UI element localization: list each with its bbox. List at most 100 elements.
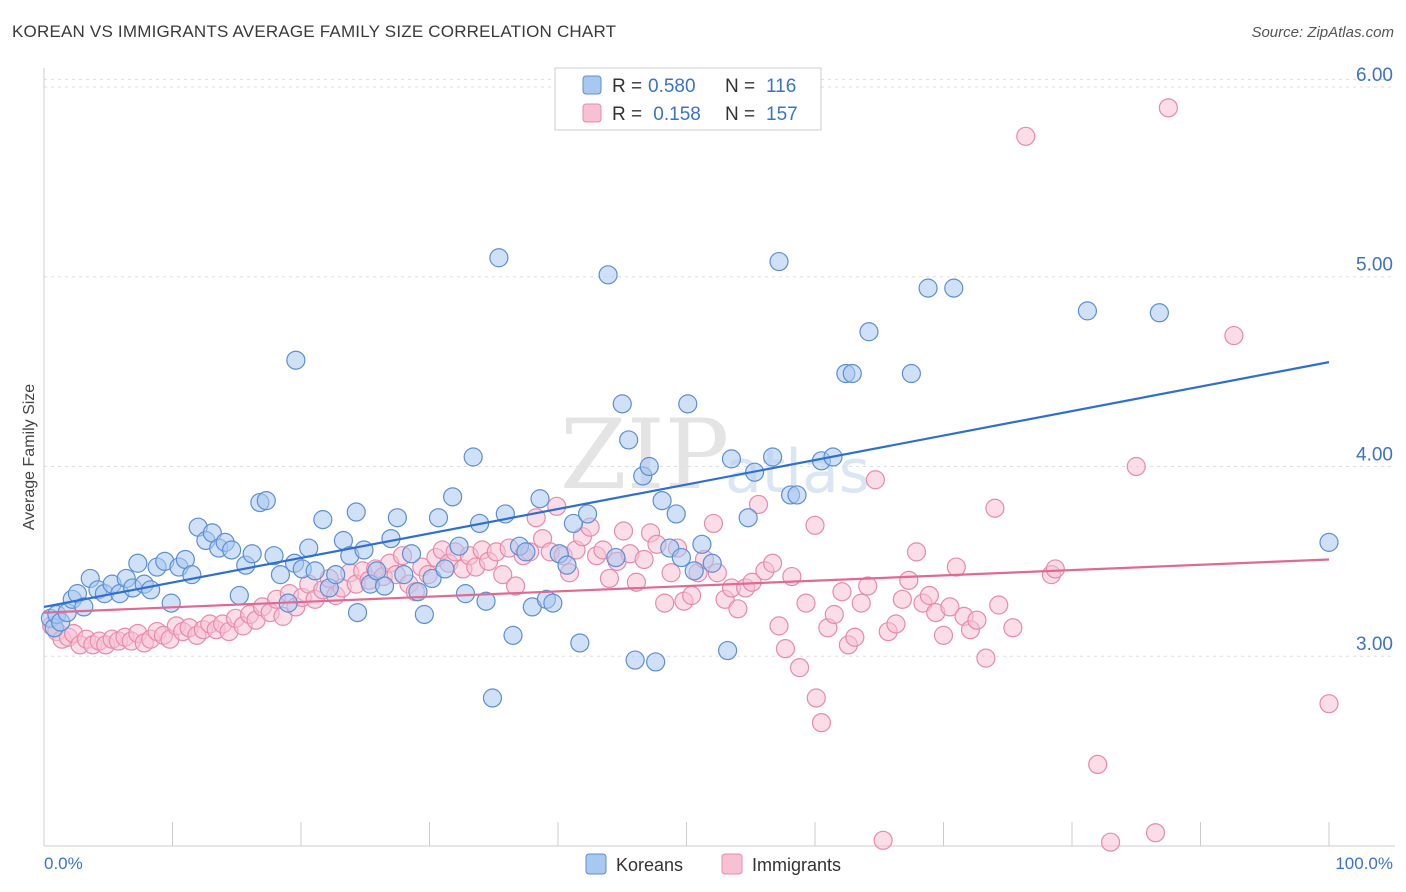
koreans-point (769, 251, 789, 272)
koreans-point (606, 547, 626, 568)
immigrants-point (655, 593, 675, 613)
immigrants-n-value: 157 (766, 104, 798, 125)
koreans-point (387, 508, 407, 528)
series-legend: Koreans Immigrants (585, 853, 841, 875)
immigrants-point (824, 604, 844, 625)
immigrants-point (599, 568, 620, 589)
immigrants-point (985, 498, 1005, 518)
immigrants-point (832, 582, 852, 602)
koreans-point (326, 565, 346, 585)
koreans-point (702, 553, 722, 573)
immigrants-point (886, 614, 906, 634)
chart-title: KOREAN VS IMMIGRANTS AVERAGE FAMILY SIZE… (12, 22, 617, 41)
immigrants-point (1003, 618, 1023, 638)
koreans-point (577, 504, 598, 524)
koreans-point (1149, 303, 1169, 323)
immigrants-point (899, 570, 919, 590)
koreans-point (944, 278, 964, 298)
gridlines (44, 78, 1395, 657)
immigrants-r-value: 0.158 (648, 104, 701, 125)
koreans-point (229, 585, 249, 606)
koreans-point (313, 510, 333, 530)
koreans-point (612, 394, 632, 414)
koreans-point (598, 265, 618, 285)
koreans-point (449, 536, 469, 556)
immigrants-point (703, 513, 724, 534)
immigrants-point (775, 639, 796, 659)
koreans-point (346, 502, 366, 522)
immigrants-point (892, 589, 912, 609)
koreans-point (374, 576, 395, 596)
immigrants-point (728, 599, 748, 619)
immigrants-point (976, 648, 996, 668)
immigrants-point (796, 593, 816, 613)
koreans-point (367, 561, 387, 581)
koreans-point (161, 593, 181, 613)
immigrants-point (493, 565, 513, 585)
y-axis-label: Average Family Size (21, 384, 38, 531)
immigrants-point (789, 658, 810, 678)
legend-immigrants-label: Immigrants (752, 855, 841, 875)
immigrants-point (1100, 832, 1121, 852)
immigrants-point (989, 595, 1009, 615)
koreans-point (347, 602, 368, 623)
koreans-point (738, 508, 758, 528)
immigrants-r-label: R = (612, 104, 642, 125)
koreans-n-value: 116 (766, 76, 796, 97)
koreans-point (684, 561, 704, 581)
koreans-point (222, 540, 242, 560)
x-axis-ticks (43, 822, 1330, 846)
koreans-point (639, 456, 659, 477)
y-tick-label: 4.00 (1356, 444, 1393, 465)
koreans-point (1319, 532, 1339, 552)
immigrants-point (1319, 694, 1339, 714)
x-tick-label-max: 100.0% (1335, 854, 1393, 873)
koreans-point (242, 544, 262, 564)
immigrants-point (505, 576, 526, 596)
koreans-point (859, 322, 879, 342)
koreans-point (619, 430, 639, 450)
immigrants-point (946, 557, 966, 577)
immigrants-point (661, 563, 681, 583)
immigrants-point (634, 549, 654, 570)
koreans-point (671, 547, 691, 568)
koreans-point (503, 625, 523, 645)
koreans-point (762, 447, 783, 467)
koreans-point (516, 542, 536, 562)
koreans-point (482, 688, 503, 708)
koreans-point (264, 546, 284, 566)
immigrants-point (851, 593, 871, 613)
immigrants-point (806, 688, 826, 708)
immigrants-point (858, 576, 878, 596)
koreans-point (1077, 301, 1098, 321)
koreans-point (543, 593, 563, 613)
koreans-point (401, 544, 422, 564)
koreans-point (666, 504, 686, 524)
immigrants-point (919, 585, 939, 606)
source-label: Source: ZipAtlas.com (1251, 24, 1394, 41)
koreans-point (652, 491, 672, 511)
watermark-zip: ZIP (560, 399, 729, 511)
y-tick-label: 3.00 (1356, 634, 1393, 655)
legend-immigrants-swatch (721, 853, 743, 875)
koreans-point (678, 394, 698, 414)
immigrants-point (748, 494, 769, 515)
koreans-r-value: 0.580 (648, 76, 696, 97)
immigrants-point (1088, 754, 1108, 775)
koreans-point (463, 447, 483, 467)
immigrants-point (865, 470, 885, 490)
koreans-point (443, 487, 463, 507)
koreans-point (455, 584, 476, 604)
koreans-point (692, 534, 712, 554)
koreans-swatch (582, 75, 602, 95)
koreans-point (414, 604, 434, 625)
koreans-n-label: N = (725, 76, 755, 97)
immigrants-point (682, 585, 702, 606)
koreans-point (646, 652, 666, 672)
koreans-point (422, 568, 442, 589)
immigrants-point (1158, 98, 1178, 118)
koreans-point (256, 491, 276, 511)
immigrants-point (1126, 456, 1146, 477)
koreans-point (842, 363, 862, 384)
immigrants-point (1224, 325, 1244, 346)
